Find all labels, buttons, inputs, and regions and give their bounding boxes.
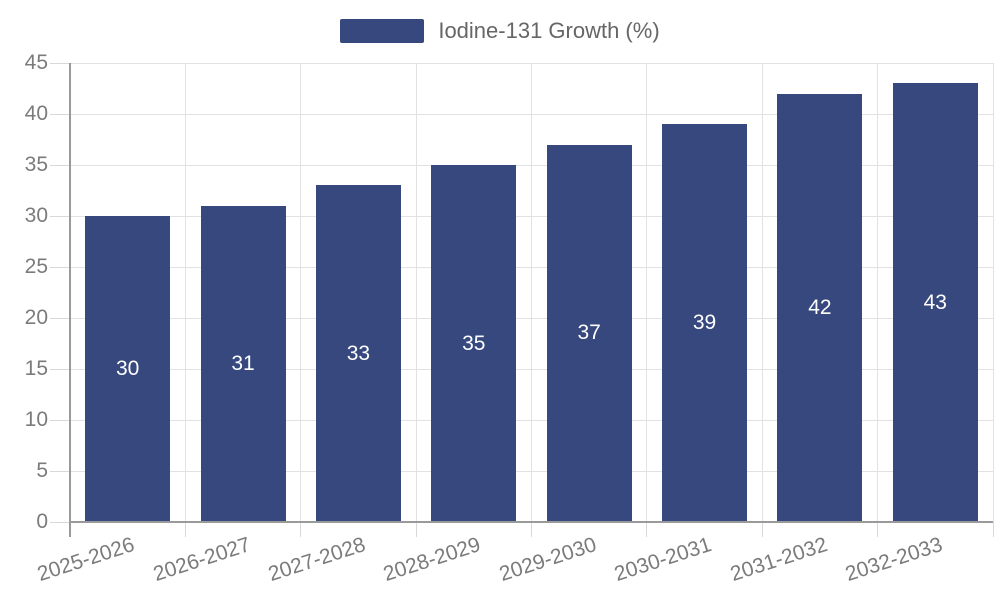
y-axis-tick <box>50 317 70 319</box>
y-axis-label: 20 <box>24 306 48 329</box>
y-axis-tick <box>50 62 70 64</box>
x-axis-tick <box>415 522 417 537</box>
gridline-horizontal <box>70 419 993 421</box>
bar-value-label: 31 <box>231 351 255 375</box>
y-axis-label: 45 <box>24 51 48 74</box>
bar-value-label: 30 <box>116 357 140 380</box>
y-axis-label: 15 <box>24 357 48 380</box>
x-axis-label: 2025-2026 <box>34 533 138 586</box>
bar-value-label: 35 <box>462 331 486 355</box>
legend-swatch-icon <box>340 19 425 43</box>
y-axis-tick <box>50 521 70 523</box>
x-axis-label: 2027-2028 <box>265 533 369 586</box>
y-gridline-vertical <box>992 63 994 522</box>
bar <box>315 185 401 522</box>
gridline-horizontal <box>70 164 993 166</box>
y-axis-label: 5 <box>36 459 48 482</box>
bar <box>431 165 517 522</box>
y-gridline-vertical <box>761 63 763 522</box>
y-axis-label: 35 <box>24 153 48 176</box>
gridline-horizontal <box>70 266 993 268</box>
bar-value-label: 33 <box>346 341 371 365</box>
bar <box>85 216 171 522</box>
bar <box>546 144 632 522</box>
bar-value-label: 43 <box>923 290 947 314</box>
y-gridline-vertical <box>531 63 532 522</box>
y-axis-tick <box>50 113 70 115</box>
y-axis-label: 10 <box>24 408 48 431</box>
y-axis-label: 40 <box>24 102 48 125</box>
y-axis-tick <box>50 419 70 421</box>
y-gridline-vertical <box>646 63 648 522</box>
bar <box>777 93 863 522</box>
x-axis-tick <box>761 522 763 537</box>
y-axis-tick <box>50 266 70 268</box>
x-axis-tick <box>646 522 648 537</box>
y-axis-label: 0 <box>36 510 48 533</box>
y-axis-label: 30 <box>24 204 48 227</box>
x-axis-tick <box>877 522 879 537</box>
y-gridline-vertical <box>184 63 186 522</box>
gridline-horizontal <box>70 317 993 319</box>
x-axis-label: 2026-2027 <box>150 533 253 586</box>
y-gridline-vertical <box>877 63 879 522</box>
x-axis-tick <box>531 522 532 537</box>
legend-label: Iodine-131 Growth (%) <box>438 18 660 43</box>
x-axis-tick <box>992 522 994 537</box>
bar-value-label: 39 <box>692 311 717 335</box>
gridline-horizontal <box>70 113 993 115</box>
bar-value-label: 37 <box>577 321 601 345</box>
gridline-horizontal <box>70 215 993 217</box>
legend: Iodine-131 Growth (%) <box>0 16 1000 46</box>
gridline-horizontal <box>70 368 993 370</box>
y-axis-tick <box>50 470 70 472</box>
bar <box>662 124 748 522</box>
y-axis-tick <box>50 215 70 217</box>
gridline-horizontal <box>70 470 993 472</box>
y-axis-tick <box>50 368 70 370</box>
x-axis-label: 2029-2030 <box>496 533 599 586</box>
x-axis-line <box>70 521 993 523</box>
y-axis-line <box>69 63 71 537</box>
bar <box>200 205 286 522</box>
y-gridline-vertical <box>300 63 302 522</box>
x-axis-tick <box>300 522 302 537</box>
x-axis-tick <box>184 522 186 537</box>
x-axis-label: 2028-2029 <box>380 533 484 586</box>
bar <box>892 83 978 522</box>
y-axis-tick <box>50 164 70 166</box>
x-axis-label: 2030-2031 <box>611 533 715 586</box>
x-axis-label: 2031-2032 <box>727 533 830 586</box>
legend-item[interactable]: Iodine-131 Growth (%) <box>340 18 660 43</box>
y-gridline-vertical <box>415 63 417 522</box>
gridline-horizontal <box>70 62 993 64</box>
x-axis-label: 2032-2033 <box>842 533 946 586</box>
bar-value-label: 42 <box>808 295 832 319</box>
y-axis-label: 25 <box>24 255 48 278</box>
